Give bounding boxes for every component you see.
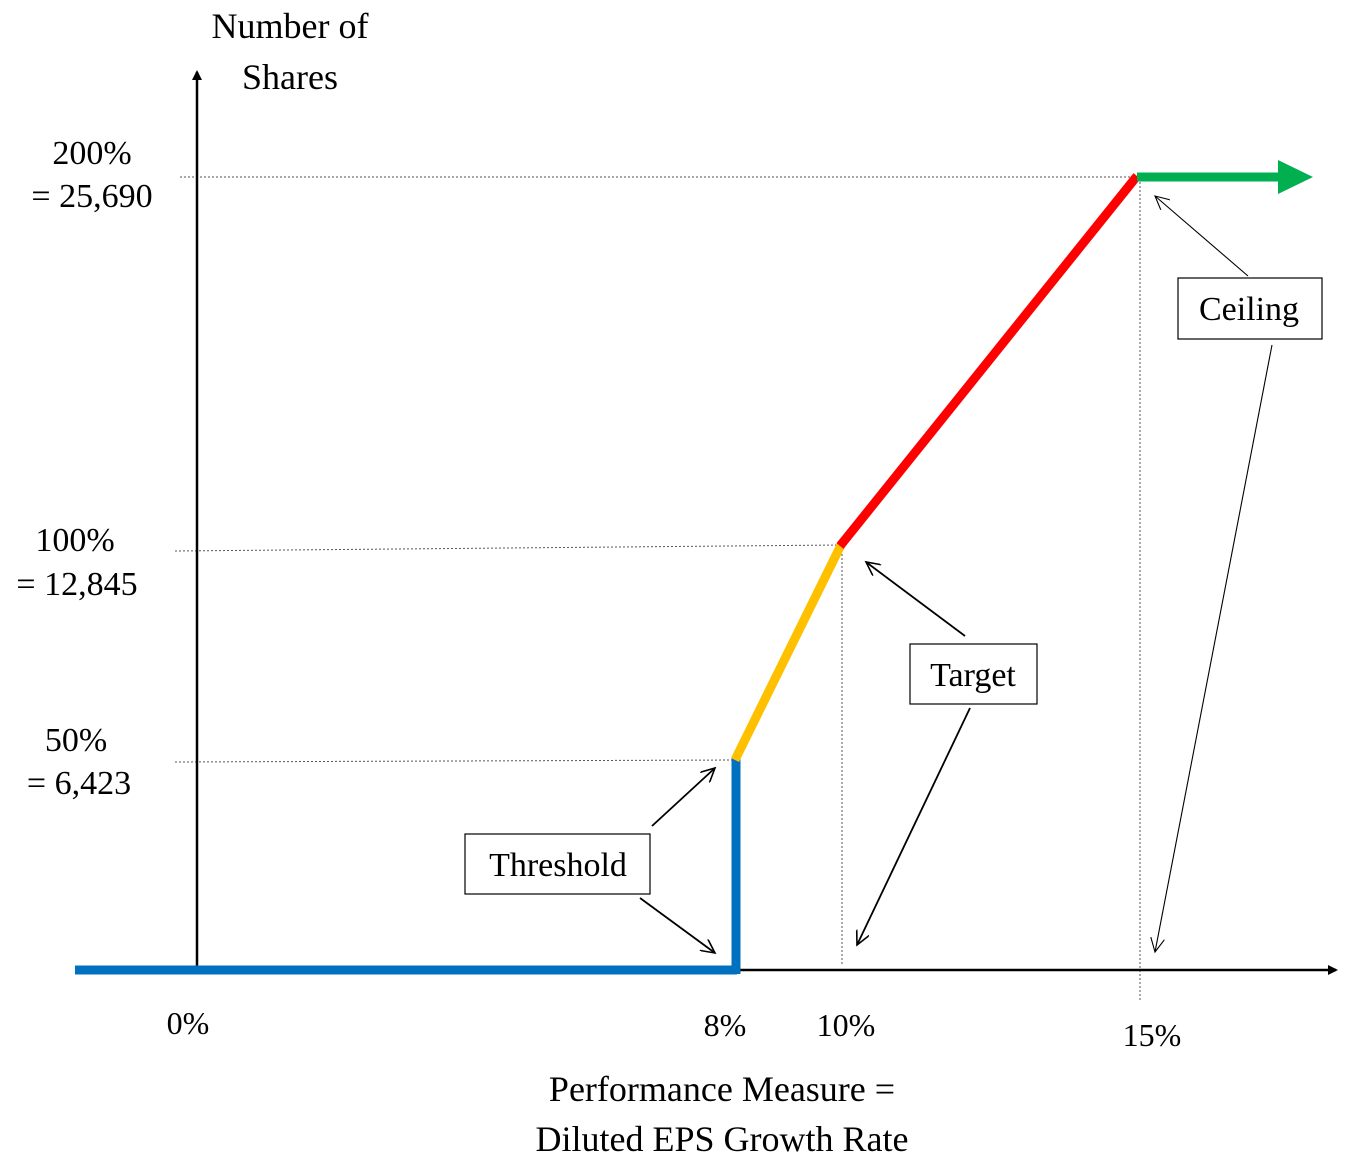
threshold-callout-box <box>464 833 651 895</box>
x-axis-title-line1: Performance Measure = <box>549 1069 895 1109</box>
ceiling-arrow-up <box>1155 196 1249 277</box>
x-tick-label-15: 15% <box>1123 1017 1182 1053</box>
ceiling-arrow-down <box>1155 344 1273 952</box>
level-100-percent-label: 100% <box>35 522 114 559</box>
y-axis-title-line2: Shares <box>242 57 338 97</box>
guide-line-50 <box>174 759 738 763</box>
x-tick-label-8: 8% <box>704 1007 747 1043</box>
level-50-percent-label: 50% <box>45 722 107 759</box>
level-200-percent-label: 200% <box>52 135 131 172</box>
threshold-arrow-down <box>639 897 715 953</box>
target-callout-box <box>909 643 1038 705</box>
target-arrow-up <box>866 562 966 637</box>
target-arrow-down <box>857 707 971 945</box>
above-ceiling-arrowhead <box>1278 160 1313 194</box>
guide-line-100 <box>174 544 841 552</box>
x-axis-title-line2: Diluted EPS Growth Rate <box>536 1119 909 1159</box>
threshold-callout: Threshold <box>464 768 715 953</box>
ceiling-callout: Ceiling <box>1155 196 1323 952</box>
ceiling-callout-label: Ceiling <box>1199 291 1299 328</box>
threshold-to-target-segment <box>730 543 846 762</box>
level-200-shares-label: = 25,690 <box>31 178 152 215</box>
target-callout: Target <box>857 562 1038 945</box>
target-callout-label: Target <box>930 657 1016 694</box>
x-tick-label-10: 10% <box>817 1007 876 1043</box>
y-axis-title-line1: Number of <box>212 6 369 46</box>
threshold-callout-label: Threshold <box>489 847 627 884</box>
threshold-arrow-up <box>651 768 715 827</box>
level-50-shares-label: = 6,423 <box>27 765 131 802</box>
level-100-shares-label: = 12,845 <box>16 566 137 603</box>
ceiling-callout-box <box>1177 277 1323 340</box>
x-tick-label-0: 0% <box>167 1005 210 1041</box>
target-to-ceiling-segment <box>836 173 1141 549</box>
